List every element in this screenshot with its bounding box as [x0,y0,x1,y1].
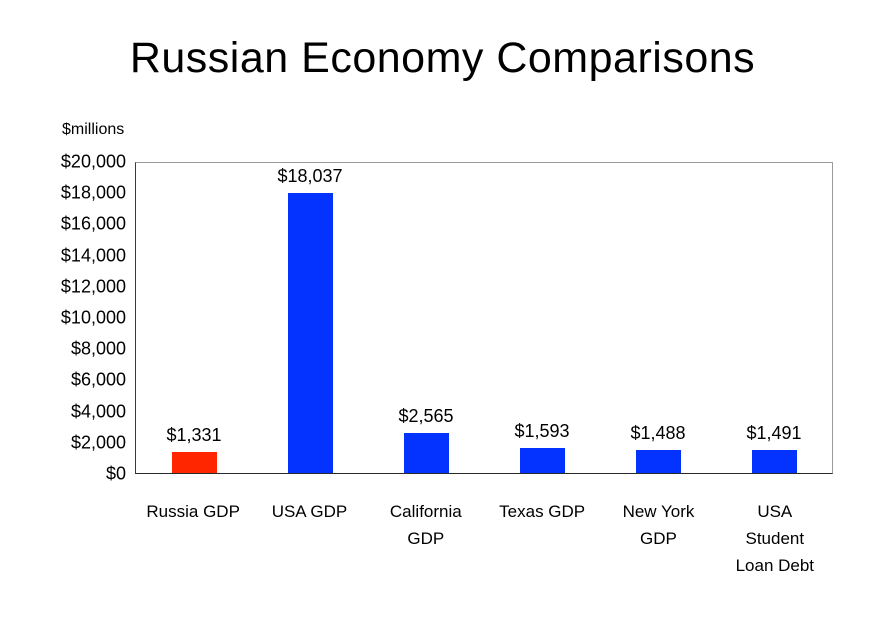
plot-area: $1,331 $18,037 $2,565 $1,593 $1,488 $1,491 [135,162,833,474]
y-tick-label: $2,000 [70,432,126,453]
chart-bar [171,452,217,473]
y-tick-label: $12,000 [60,276,126,297]
chart-bar [403,433,449,473]
chart-bar [287,193,333,473]
bar-slot: $2,565 [368,163,484,473]
y-tick-label: $10,000 [60,307,126,328]
x-axis-labels: Russia GDP USA GDP California GDP Texas GDP… [135,498,833,580]
y-tick-label: $18,000 [60,182,126,203]
category-label: Texas GDP [499,502,586,521]
category-label: California GDP [389,502,462,549]
y-tick-label: $20,000 [60,151,126,172]
bar-value-label: $1,488 [630,422,686,443]
y-axis-ticks: $20,000 $18,000 $16,000 $14,000 $12,000 $10,0… [0,152,126,484]
bars-row: $1,331 $18,037 $2,565 $1,593 $1,488 $1,491 [136,163,832,473]
chart-title: Russian Economy Comparisons [129,34,756,82]
bar-value-label: $18,037 [277,166,343,187]
bar-value-label: $1,593 [514,421,570,442]
bar-value-label: $1,491 [746,422,802,443]
category-label: Russia GDP [146,502,240,521]
bar-value-label: $2,565 [398,406,454,427]
y-tick-label: $0 [105,463,126,484]
y-tick-label: $8,000 [70,338,126,359]
bar-slot: $1,491 [716,163,832,473]
category-label: USA Student Loan Debt [735,502,815,576]
category-label: New York GDP [622,502,695,549]
bar-slot: $1,331 [136,163,252,473]
bar-slot: $1,593 [484,163,600,473]
bar-value-label: $1,331 [166,425,222,446]
y-tick-label: $4,000 [70,401,126,422]
category-label: USA GDP [271,502,348,521]
y-axis-unit-label: $millions [62,121,125,138]
y-tick-label: $6,000 [70,369,126,390]
chart-bar [751,449,797,473]
bar-slot: $1,488 [600,163,716,473]
y-tick-label: $14,000 [60,245,126,266]
bar-slot: $18,037 [252,163,368,473]
chart-bar [635,449,681,473]
y-tick-label: $16,000 [60,213,126,234]
chart-bar [519,448,565,473]
